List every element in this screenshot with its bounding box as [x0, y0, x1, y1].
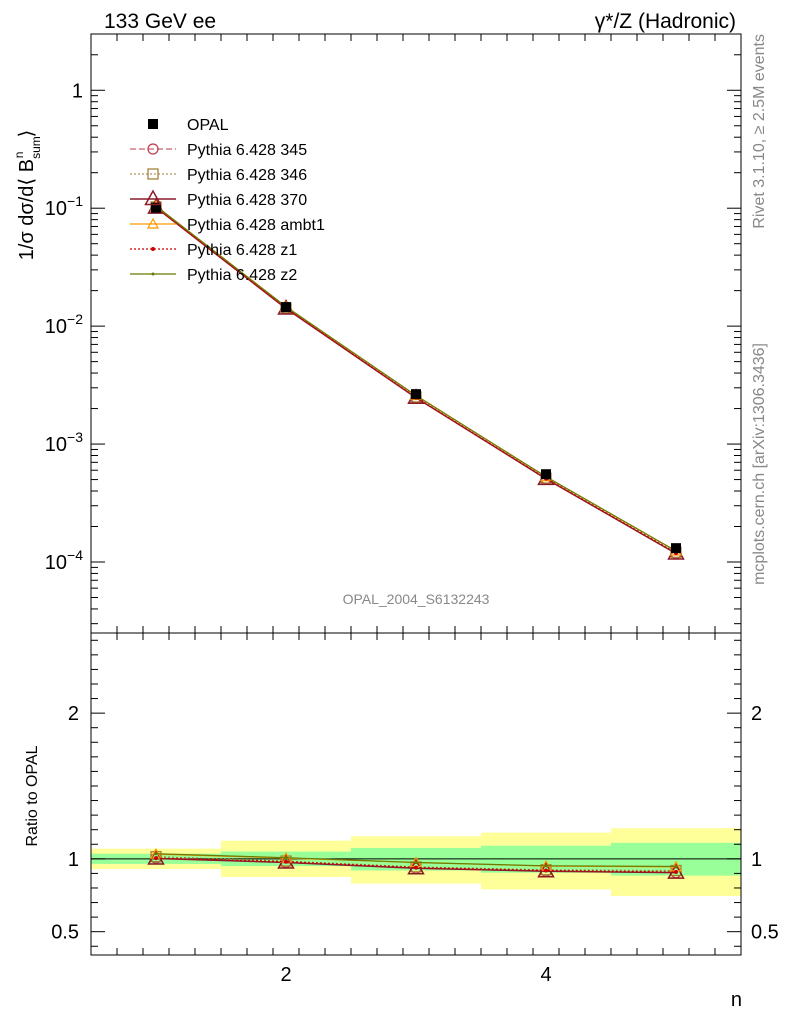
ratio-y-tick-label-right: 0.5: [751, 922, 779, 944]
legend-label: Pythia 6.428 z2: [187, 267, 297, 284]
legend-label: Pythia 6.428 z1: [187, 242, 297, 259]
main-y-axis-label: 1/σ dσ/d⟨ Bsumn ⟩: [12, 130, 43, 261]
ratio-y-tick-label-right: 1: [751, 849, 762, 871]
ratio-y-tick-label-left: 0.5: [51, 922, 79, 944]
x-axis-label: n: [731, 989, 742, 1011]
ratio-point-p370: [147, 849, 165, 865]
legend-entry-opal: OPAL: [148, 117, 229, 134]
legend-label: Pythia 6.428 346: [187, 167, 307, 184]
legend-label: Pythia 6.428 370: [187, 192, 307, 209]
legend-marker-z1: [151, 247, 155, 251]
opal-point: [671, 543, 681, 554]
left-title: 133 GeV ee: [104, 10, 216, 33]
ratio-point-z1: [544, 868, 548, 873]
ratio-point-z2: [674, 864, 678, 868]
main-y-tick-label: 10−1: [45, 193, 83, 220]
ratio-y-tick-label-left: 1: [68, 849, 79, 871]
opal-point: [151, 202, 161, 213]
legend-marker-z2: [151, 272, 155, 276]
right-title: γ*/Z (Hadronic): [595, 10, 736, 33]
tick-base: 10: [45, 434, 67, 456]
main-line-p370: [155, 206, 677, 555]
analysis-watermark: OPAL_2004_S6132243: [343, 591, 490, 607]
x-tick-label: 4: [540, 964, 551, 986]
legend-entry-ambt1: Pythia 6.428 ambt1: [130, 217, 325, 234]
ratio-series-group: [147, 847, 685, 879]
legend-marker-opal: [148, 119, 158, 129]
legend-label: OPAL: [187, 117, 229, 134]
ratio-y-tick-label-right: 2: [751, 703, 762, 725]
main-y-tick-label: 10−2: [45, 311, 83, 338]
main-line-z1: [155, 206, 677, 554]
tick-exponent: −1: [67, 193, 83, 209]
tick-labels-group: 110−110−210−310−40.5 0.51 12 22 4: [45, 80, 779, 986]
legend-entry-z1: Pythia 6.428 z1: [130, 242, 297, 259]
ratio-point-z2: [414, 860, 418, 864]
main-y-tick-label: 10−4: [45, 547, 83, 574]
legend-marker-p370: [144, 189, 162, 206]
opal-point: [541, 469, 551, 480]
ratio-y-axis-label: Ratio to OPAL: [24, 745, 41, 846]
ratio-point-z1: [674, 869, 678, 874]
tick-base: 10: [45, 316, 67, 338]
ratio-plot-frame: [90, 632, 742, 956]
ylabel-sub: sum: [29, 136, 43, 159]
legend: OPAL Pythia 6.428 345 Pythia 6.428 346 Pyth…: [130, 117, 325, 284]
legend-marker-p346: [147, 168, 159, 180]
ylabel-post: ⟩: [16, 130, 38, 138]
legend-label: Pythia 6.428 ambt1: [187, 217, 325, 234]
legend-entry-z2: Pythia 6.428 z2: [130, 267, 297, 284]
tick-exponent: −4: [67, 547, 83, 563]
ratio-point-z1: [154, 856, 158, 861]
tick-base: 10: [45, 552, 67, 574]
ratio-y-tick-label-left: 2: [68, 703, 79, 725]
axes-group: [90, 33, 742, 956]
main-y-tick-label: 10−3: [45, 429, 83, 456]
legend-label: Pythia 6.428 345: [187, 142, 307, 159]
tick-exponent: −3: [67, 429, 83, 445]
opal-data-points: [151, 202, 681, 554]
ylabel-sup: n: [12, 152, 26, 159]
ratio-point-z2: [284, 856, 288, 860]
legend-marker-ambt1: [146, 217, 160, 229]
ratio-point-z1: [414, 865, 418, 870]
x-tick-label: 2: [280, 964, 291, 986]
main-line-p345: [155, 207, 677, 554]
tick-base: 10: [45, 198, 67, 220]
ratio-point-z2: [154, 852, 158, 856]
ratio-point-z2: [544, 864, 548, 868]
tick-exponent: −2: [67, 311, 83, 327]
mcplots-label: mcplots.cern.ch [arXiv:1306.3436]: [751, 343, 768, 585]
opal-point: [281, 302, 291, 313]
legend-entry-p346: Pythia 6.428 346: [130, 167, 307, 184]
ylabel-pre: 1/σ dσ/d⟨ B: [16, 159, 38, 260]
legend-entry-p345: Pythia 6.428 345: [130, 142, 307, 159]
ratio-point-p370: [277, 852, 295, 869]
rivet-label: Rivet 3.1.10, ≥ 2.5M events: [751, 34, 768, 229]
opal-point: [411, 389, 421, 400]
legend-entry-p370: Pythia 6.428 370: [130, 189, 307, 209]
ratio-point-z1: [284, 859, 288, 864]
main-y-tick-label: 1: [72, 80, 83, 102]
legend-marker-p345: [147, 143, 159, 155]
